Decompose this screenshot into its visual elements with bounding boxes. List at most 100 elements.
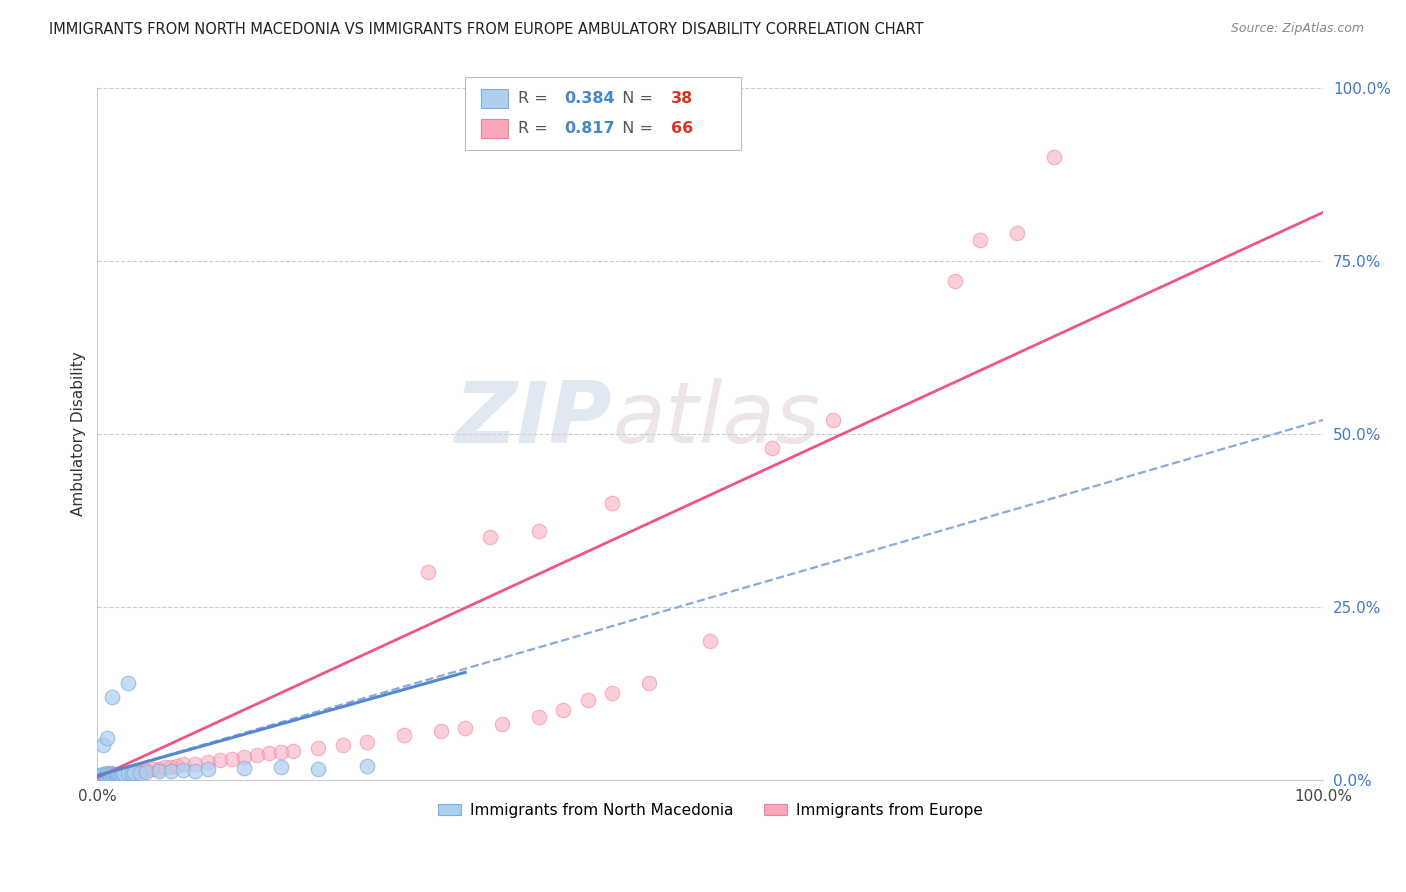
- Point: [96, 731, 118, 745]
- Point: [103, 768, 125, 782]
- Point: [821, 413, 844, 427]
- Point: [93, 767, 115, 781]
- Point: [221, 752, 243, 766]
- Point: [108, 768, 131, 782]
- Point: [270, 745, 292, 759]
- Point: [270, 760, 292, 774]
- Point: [107, 769, 129, 783]
- Point: [100, 766, 122, 780]
- Legend: Immigrants from North Macedonia, Immigrants from Europe: Immigrants from North Macedonia, Immigra…: [432, 797, 988, 824]
- Point: [108, 767, 131, 781]
- Point: [100, 768, 122, 782]
- Point: [89, 770, 111, 784]
- Point: [97, 767, 120, 781]
- Point: [93, 768, 115, 782]
- Point: [111, 768, 134, 782]
- Point: [94, 769, 117, 783]
- Point: [129, 764, 152, 779]
- FancyBboxPatch shape: [481, 119, 508, 138]
- Point: [208, 753, 231, 767]
- Point: [233, 750, 256, 764]
- Point: [141, 762, 163, 776]
- Point: [172, 757, 194, 772]
- Point: [283, 743, 305, 757]
- Point: [1042, 150, 1064, 164]
- Point: [94, 768, 117, 782]
- Point: [96, 768, 118, 782]
- Point: [527, 524, 550, 538]
- Point: [117, 766, 139, 780]
- Point: [91, 768, 114, 782]
- Point: [135, 764, 157, 779]
- Point: [160, 764, 183, 778]
- Point: [110, 768, 132, 782]
- Point: [945, 275, 967, 289]
- Point: [1005, 226, 1028, 240]
- Point: [96, 766, 118, 780]
- Point: [478, 531, 501, 545]
- Text: 0.817: 0.817: [564, 121, 614, 136]
- Text: 0.384: 0.384: [564, 91, 614, 106]
- Text: R =: R =: [517, 91, 553, 106]
- Point: [638, 675, 661, 690]
- Point: [197, 762, 219, 776]
- FancyBboxPatch shape: [481, 89, 508, 109]
- Point: [107, 768, 129, 782]
- Point: [122, 765, 145, 780]
- Point: [600, 686, 623, 700]
- Point: [104, 767, 127, 781]
- Point: [132, 764, 155, 778]
- Point: [105, 768, 128, 782]
- Point: [699, 634, 721, 648]
- Point: [491, 717, 513, 731]
- Point: [101, 767, 124, 781]
- Text: N =: N =: [612, 121, 658, 136]
- Point: [97, 768, 120, 782]
- Point: [166, 758, 188, 772]
- Point: [89, 769, 111, 783]
- Point: [103, 768, 125, 782]
- Point: [576, 693, 599, 707]
- Point: [148, 762, 170, 776]
- Point: [257, 747, 280, 761]
- Point: [184, 764, 207, 778]
- Point: [121, 767, 143, 781]
- Point: [122, 766, 145, 780]
- Text: Source: ZipAtlas.com: Source: ZipAtlas.com: [1230, 22, 1364, 36]
- Point: [93, 738, 115, 752]
- Point: [600, 496, 623, 510]
- Point: [117, 675, 139, 690]
- Point: [197, 756, 219, 770]
- Point: [553, 703, 575, 717]
- Point: [103, 769, 125, 783]
- Point: [246, 748, 269, 763]
- Point: [184, 756, 207, 771]
- Point: [429, 724, 451, 739]
- Point: [121, 766, 143, 780]
- Text: N =: N =: [612, 91, 658, 106]
- Point: [356, 734, 378, 748]
- Text: ZIP: ZIP: [454, 378, 612, 461]
- Point: [112, 767, 135, 781]
- Point: [110, 768, 132, 782]
- Text: IMMIGRANTS FROM NORTH MACEDONIA VS IMMIGRANTS FROM EUROPE AMBULATORY DISABILITY : IMMIGRANTS FROM NORTH MACEDONIA VS IMMIG…: [49, 22, 924, 37]
- Text: 38: 38: [671, 91, 693, 106]
- Point: [90, 769, 112, 783]
- Point: [356, 758, 378, 772]
- Point: [115, 767, 138, 781]
- Point: [527, 710, 550, 724]
- Point: [98, 768, 121, 782]
- Text: 66: 66: [671, 121, 693, 136]
- Point: [307, 762, 329, 776]
- FancyBboxPatch shape: [465, 78, 741, 150]
- Point: [129, 765, 152, 780]
- Point: [104, 768, 127, 782]
- Point: [307, 741, 329, 756]
- Text: R =: R =: [517, 121, 553, 136]
- Point: [969, 233, 991, 247]
- Y-axis label: Ambulatory Disability: Ambulatory Disability: [72, 351, 86, 516]
- Point: [112, 767, 135, 781]
- Text: atlas: atlas: [612, 378, 820, 461]
- Point: [454, 721, 477, 735]
- Point: [101, 768, 124, 782]
